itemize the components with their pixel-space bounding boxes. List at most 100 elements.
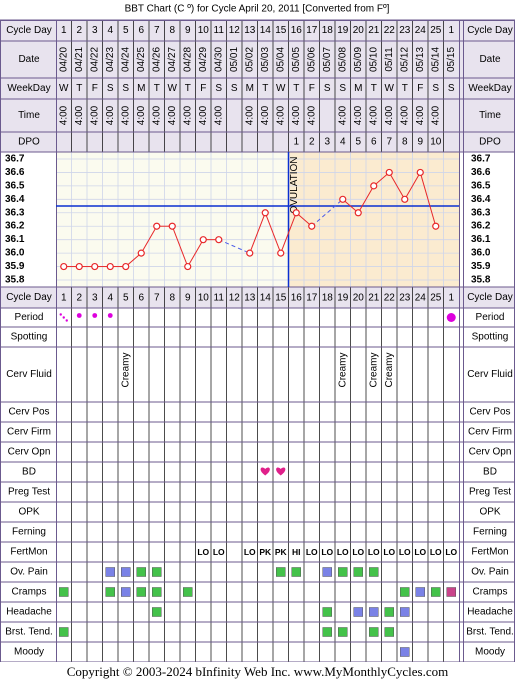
bd-heart-icon <box>260 467 270 476</box>
temp-point <box>401 195 409 203</box>
fertmon-reading: LO <box>197 547 209 557</box>
date-cell: 05/07 <box>322 47 333 72</box>
temp-point <box>246 249 254 257</box>
temp-point <box>261 209 269 217</box>
fertmon-reading: LO <box>321 547 333 557</box>
cramps-box-blue <box>121 587 131 597</box>
dpo-cell: 5 <box>355 137 361 148</box>
row-label-left-cerv-fluid: Cerv Fluid <box>6 369 52 380</box>
ovulation-label: OVULATION <box>289 156 300 213</box>
row-label-left-cycle-day: Cycle Day <box>6 25 52 36</box>
y-tick-right: 35.9 <box>471 261 491 272</box>
time-cell: 4:00 <box>105 105 116 125</box>
temp-line-segment <box>357 185 375 214</box>
cycle-day-top: 10 <box>198 25 210 36</box>
row-label-right-date: Date <box>479 54 501 65</box>
row-label-right-cerv-pos: Cerv Pos <box>469 407 510 418</box>
fertmon-reading: LO <box>213 547 225 557</box>
temp-line-segment <box>419 172 437 227</box>
cycle-day-top: 12 <box>229 25 241 36</box>
temp-point <box>122 262 130 271</box>
cycle-day-top: 7 <box>154 25 160 36</box>
cycle-day-top: 9 <box>185 25 191 36</box>
y-tick-right: 36.0 <box>471 248 491 259</box>
time-cell: 4:00 <box>337 105 348 125</box>
row-label-right-ov-pain: Ov. Pain <box>471 567 509 578</box>
temp-point <box>292 209 300 217</box>
date-cell: 05/13 <box>415 47 426 72</box>
row-label-right-moody: Moody <box>475 647 505 658</box>
temp-point <box>277 249 285 257</box>
time-cell: 4:00 <box>167 105 178 125</box>
date-cell: 05/09 <box>353 47 364 72</box>
headache-box-green <box>322 607 332 617</box>
y-tick-right: 36.5 <box>471 180 491 191</box>
cramps-box-green <box>136 587 146 597</box>
cycle-day-top: 13 <box>244 25 256 36</box>
temp-line-segment <box>280 212 297 254</box>
weekday-cell: F <box>200 83 206 94</box>
period-light-dot <box>107 313 113 318</box>
row-label-left-spotting: Spotting <box>11 332 48 343</box>
weekday-cell: S <box>432 83 439 94</box>
cycle-day-top: 20 <box>353 25 365 36</box>
time-cell: 4:00 <box>213 105 224 125</box>
period-heavy-dot <box>446 313 456 322</box>
ov-pain-box-blue <box>121 567 131 577</box>
row-label-left-headache: Headache <box>6 607 52 618</box>
row-label-left-date: Date <box>18 54 40 65</box>
cycle-day-bottom: 4 <box>107 293 113 304</box>
cycle-day-top: 19 <box>337 25 349 36</box>
date-cell: 04/21 <box>74 47 85 72</box>
weekday-cell: W <box>276 83 286 94</box>
row-label-right-spotting: Spotting <box>472 332 509 343</box>
y-tick-right: 36.3 <box>471 207 491 218</box>
weekday-cell: W <box>168 83 178 94</box>
row-label-right-cerv-fluid: Cerv Fluid <box>467 369 513 380</box>
ov-pain-box-blue <box>105 567 115 577</box>
dpo-cell: 9 <box>417 137 423 148</box>
date-cell: 05/14 <box>430 47 441 72</box>
brst-tend-box-green <box>384 627 394 637</box>
row-label-left-ov-pain: Ov. Pain <box>10 567 48 578</box>
page-title: BBT Chart (C º) for Cycle April 20, 2011… <box>125 4 390 15</box>
cycle-day-bottom: 21 <box>368 293 380 304</box>
y-tick-left: 35.8 <box>5 275 25 286</box>
cycle-day-top: 14 <box>260 25 272 36</box>
row-label-right-dpo: DPO <box>479 137 501 148</box>
date-cell: 04/23 <box>105 47 116 72</box>
date-cell: 04/27 <box>167 47 178 72</box>
cramps-box-blue <box>415 587 425 597</box>
fertmon-reading: LO <box>430 547 442 557</box>
weekday-cell: M <box>137 83 145 94</box>
weekday-cell: W <box>385 83 395 94</box>
headache-box-blue <box>369 607 379 617</box>
cramps-box-green <box>431 587 441 597</box>
cycle-day-top: 24 <box>415 25 427 36</box>
row-label-right-time: Time <box>479 110 501 121</box>
period-spot <box>65 319 68 322</box>
row-label-left-moody: Moody <box>14 647 44 658</box>
y-tick-left: 36.1 <box>5 234 25 245</box>
cycle-day-bottom: 13 <box>244 293 256 304</box>
dpo-cell: 2 <box>309 137 315 148</box>
date-cell: 05/08 <box>337 47 348 72</box>
time-cell: 4:00 <box>74 105 85 125</box>
date-cell: 04/24 <box>120 47 131 72</box>
row-label-left-period: Period <box>15 312 44 323</box>
row-label-right-opk: OPK <box>479 507 500 518</box>
y-tick-left: 36.4 <box>5 194 25 205</box>
headache-box-blue <box>353 607 363 617</box>
cycle-day-bottom: 12 <box>229 293 241 304</box>
temp-point <box>339 195 347 203</box>
cycle-day-top: 5 <box>123 25 129 36</box>
cycle-day-bottom: 2 <box>76 293 82 304</box>
row-label-left-cerv-firm: Cerv Firm <box>7 427 51 438</box>
y-tick-right: 36.2 <box>471 221 491 232</box>
cycle-day-top: 2 <box>76 25 82 36</box>
y-tick-right: 36.6 <box>471 167 491 178</box>
period-spot <box>59 313 62 316</box>
row-label-left-brst-tend: Brst. Tend. <box>5 627 53 638</box>
row-label-right-cerv-firm: Cerv Firm <box>468 427 512 438</box>
temp-line-segment <box>171 226 189 267</box>
